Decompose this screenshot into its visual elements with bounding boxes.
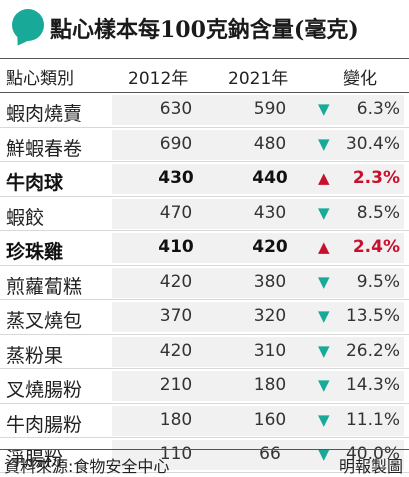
change-percent: 30.4%: [345, 133, 400, 154]
triangle-down-icon: ▼: [318, 410, 330, 429]
change-cell: ▼ 13.5%: [318, 306, 404, 326]
change-percent: 11.1%: [345, 409, 400, 430]
triangle-up-icon: ▲: [318, 169, 330, 187]
value-2021: 180: [253, 375, 287, 395]
value-2021: 590: [253, 99, 287, 119]
value-2012: 470: [159, 202, 193, 223]
triangle-down-icon: ▼: [318, 341, 330, 360]
table-row: 蝦肉燒賣 630 590 ▼ 6.3%: [0, 93, 409, 128]
header-2012: 2012年: [128, 69, 189, 89]
change-cell: ▼ 30.4%: [318, 134, 404, 154]
value-2012: 180: [159, 409, 193, 430]
value-2012: 420: [159, 340, 193, 361]
table-row: 蒸粉果 420 310 ▼ 26.2%: [0, 334, 409, 369]
category-name: 蝦肉燒賣: [6, 103, 83, 125]
credit: 明報製圖: [338, 457, 403, 476]
row-shade: [112, 302, 404, 332]
value-2021: 480: [253, 133, 287, 154]
category-name: 珍珠雞: [6, 241, 64, 263]
change-cell: ▲ 2.3%: [318, 168, 404, 188]
table-row: 牛肉球 430 440 ▲ 2.3%: [0, 162, 409, 197]
value-2021: 380: [253, 271, 287, 292]
row-shade: [112, 440, 404, 470]
table-row: 珍珠雞 410 420 ▲ 2.4%: [0, 231, 409, 266]
change-cell: ▼ 14.3%: [318, 375, 404, 395]
category-name: 煎蘿蔔糕: [6, 275, 83, 298]
change-percent: 8.5%: [356, 202, 400, 223]
category-name: 淨腸粉: [6, 448, 64, 470]
change-cell: ▲ 2.4%: [318, 237, 404, 257]
triangle-down-icon: ▼: [318, 203, 330, 222]
triangle-down-icon: ▼: [318, 272, 330, 291]
change-cell: ▼ 11.1%: [318, 410, 404, 430]
value-2021: 160: [253, 409, 287, 430]
header-change: 變化: [343, 69, 377, 89]
category-name: 鮮蝦春卷: [6, 137, 83, 160]
row-shade: [112, 95, 404, 125]
change-cell: ▼ 8.5%: [318, 203, 404, 223]
value-2012: 420: [159, 271, 193, 292]
value-2012: 370: [159, 306, 193, 326]
row-shade: [112, 336, 404, 367]
row-shade: [112, 405, 404, 436]
change-percent: 13.5%: [345, 306, 400, 326]
table-row: 鮮蝦春卷 690 480 ▼ 30.4%: [0, 127, 409, 162]
header-2021: 2021年: [228, 69, 289, 89]
change-cell: ▼ 26.2%: [318, 341, 404, 361]
row-shade: [112, 233, 404, 263]
value-2021: 320: [253, 306, 287, 326]
footer: 資料來源:食物安全中心 明報製圖: [0, 449, 409, 476]
value-2021: 440: [252, 168, 288, 188]
page-title: 點心樣本每100克鈉含量(毫克): [50, 17, 359, 43]
change-percent: 9.5%: [356, 271, 400, 292]
category-name: 蒸叉燒包: [6, 310, 83, 332]
category-name: 牛肉腸粉: [6, 413, 83, 436]
value-2021: 420: [252, 237, 288, 257]
category-name: 叉燒腸粉: [6, 379, 83, 401]
triangle-up-icon: ▲: [318, 238, 330, 256]
category-name: 蝦餃: [6, 206, 45, 229]
header-category: 點心類別: [6, 69, 74, 89]
triangle-down-icon: ▼: [318, 445, 330, 463]
table-row: 煎蘿蔔糕 420 380 ▼ 9.5%: [0, 265, 409, 300]
row-shade: [112, 371, 404, 401]
value-2021: 310: [253, 340, 287, 361]
value-2012: 430: [158, 168, 194, 188]
row-shade: [112, 129, 404, 160]
change-percent: 2.3%: [352, 168, 400, 188]
triangle-down-icon: ▼: [318, 376, 330, 394]
table-row: 叉燒腸粉 210 180 ▼ 14.3%: [0, 369, 409, 404]
table-row: 蒸叉燒包 370 320 ▼ 13.5%: [0, 300, 409, 335]
triangle-down-icon: ▼: [318, 307, 330, 325]
row-shade: [112, 164, 404, 194]
change-percent: 14.3%: [345, 375, 400, 395]
value-2012: 690: [159, 133, 193, 154]
change-percent: 6.3%: [356, 99, 400, 119]
category-name: 蒸粉果: [6, 344, 64, 367]
change-cell: ▼ 9.5%: [318, 272, 404, 292]
triangle-down-icon: ▼: [318, 100, 330, 118]
row-shade: [112, 198, 404, 229]
category-name: 牛肉球: [6, 172, 64, 194]
value-2012: 410: [158, 237, 194, 257]
table-body: 蝦肉燒賣 630 590 ▼ 6.3% 鮮蝦春卷 690 480 ▼ 30.4% 牛肉球 430 440…: [0, 93, 409, 473]
table-row: 蝦餃 470 430 ▼ 8.5%: [0, 196, 409, 231]
value-2021: 430: [253, 202, 287, 223]
table-header: 點心類別 2012年 2021年 變化: [0, 58, 409, 93]
value-2012: 210: [159, 375, 193, 395]
title-bar: 點心樣本每100克鈉含量(毫克): [0, 0, 409, 55]
triangle-down-icon: ▼: [318, 134, 330, 153]
table-row: 牛肉腸粉 180 160 ▼ 11.1%: [0, 403, 409, 438]
value-2012: 630: [159, 99, 193, 119]
row-shade: [112, 267, 404, 298]
change-percent: 2.4%: [352, 237, 400, 257]
speech-bubble-icon: [12, 9, 44, 41]
source-note: 資料來源:食物安全中心: [4, 457, 170, 476]
change-cell: ▼ 6.3%: [318, 99, 404, 119]
change-percent: 26.2%: [345, 340, 400, 361]
